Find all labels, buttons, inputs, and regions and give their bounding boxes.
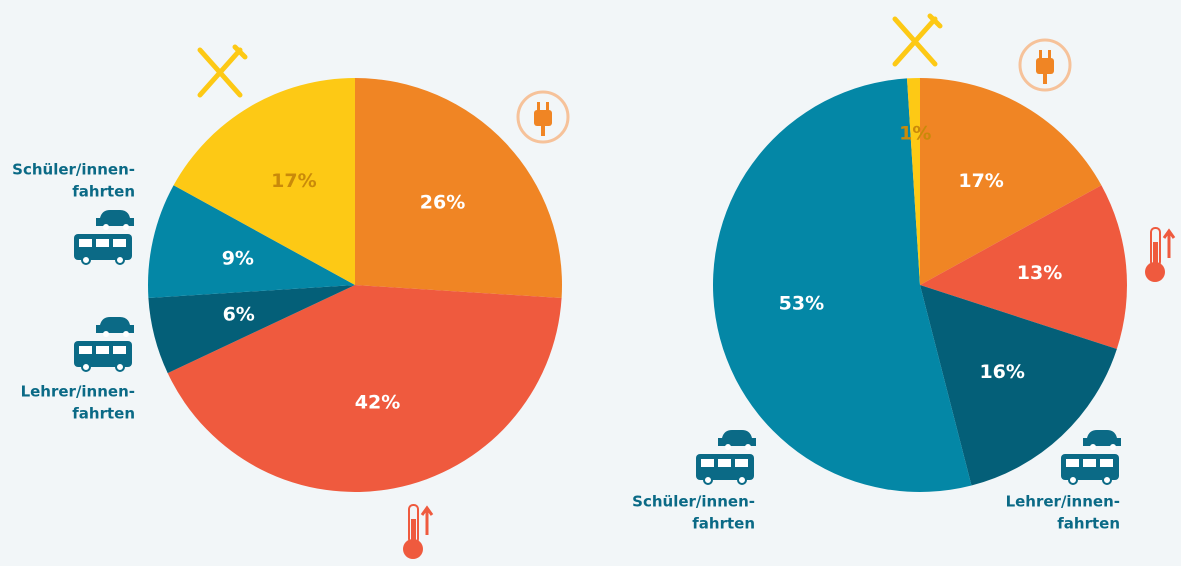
transport-icon (1060, 429, 1122, 485)
value-label: 26% (420, 191, 465, 213)
pie-slice (920, 185, 1127, 349)
annotation: Schüler/innen- (12, 161, 135, 179)
heat-icon (1143, 226, 1176, 284)
annotation: Lehrer/innen- (1006, 493, 1120, 511)
value-label: 17% (271, 170, 316, 192)
pie-slice (920, 78, 1102, 285)
value-label: 13% (1017, 262, 1062, 284)
pie-slice (167, 285, 562, 492)
pie-slice (148, 185, 355, 298)
transport-icon (695, 429, 757, 485)
power-icon (1018, 38, 1072, 92)
transport-icon (73, 209, 135, 265)
annotation: fahrten (692, 515, 755, 533)
value-label: 53% (779, 292, 824, 314)
value-label: 1% (899, 122, 931, 144)
transport-icon (73, 316, 135, 372)
power-icon (516, 90, 570, 144)
value-label: 16% (979, 361, 1024, 383)
pie-slice (920, 285, 1117, 486)
value-label: 6% (223, 303, 255, 325)
value-label: 42% (355, 391, 400, 413)
annotation: Lehrer/innen- (21, 383, 135, 401)
heat-icon (401, 503, 434, 561)
pie-slice (355, 78, 562, 298)
food-icon (895, 16, 940, 64)
annotation: fahrten (1057, 515, 1120, 533)
annotation: fahrten (72, 183, 135, 201)
annotation: Schüler/innen- (632, 493, 755, 511)
pie-slice (907, 78, 920, 285)
pie-slice (712, 78, 972, 493)
pie-slice (173, 78, 355, 285)
annotation: fahrten (72, 405, 135, 423)
food-icon (200, 47, 245, 95)
value-label: 17% (958, 170, 1003, 192)
value-label: 9% (222, 247, 254, 269)
pie-slice (148, 285, 355, 374)
